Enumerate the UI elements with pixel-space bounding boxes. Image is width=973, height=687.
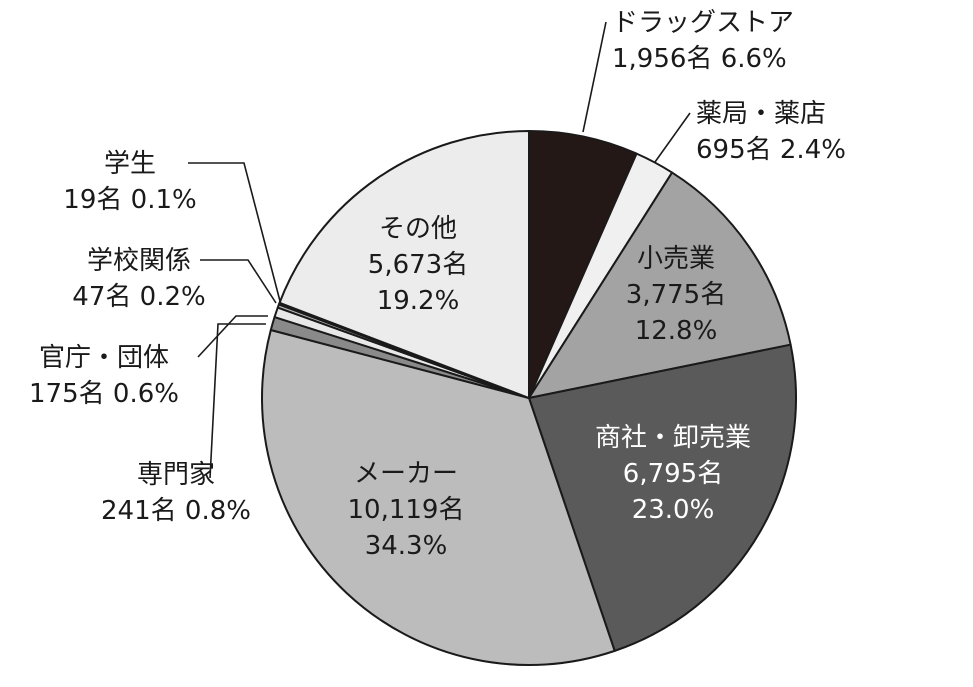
leader-line-drugstore <box>582 21 607 133</box>
label-pharmacy-name: 薬局・薬店 <box>696 99 826 129</box>
slice-drugstore <box>528 130 638 399</box>
label-manufacturer-percent: 34.3% <box>365 531 448 561</box>
label-student-value: 19名 0.1% <box>63 185 196 215</box>
label-other-percent: 19.2% <box>377 286 460 316</box>
label-government-value: 175名 0.6% <box>29 379 179 409</box>
label-trading-wholesale-percent: 23.0% <box>632 495 715 525</box>
label-other-count: 5,673名 <box>368 250 468 280</box>
leader-lines <box>188 21 691 479</box>
label-retail-percent: 12.8% <box>635 316 718 346</box>
slice-other <box>278 130 530 399</box>
label-manufacturer-count: 10,119名 <box>348 495 465 525</box>
slice-trading-wholesale <box>528 343 797 652</box>
pie-slices <box>261 130 797 666</box>
label-school-value: 47名 0.2% <box>72 282 205 312</box>
leader-line-pharmacy <box>654 112 691 163</box>
label-pharmacy-value: 695名 2.4% <box>696 135 846 165</box>
label-government-name: 官庁・団体 <box>39 343 169 373</box>
slice-manufacturer <box>261 328 616 666</box>
label-retail-name: 小売業 <box>637 244 715 274</box>
label-trading-wholesale-count: 6,795名 <box>623 459 723 489</box>
label-specialist-value: 241名 0.8% <box>101 496 251 526</box>
label-student-name: 学生 <box>104 149 156 179</box>
label-trading-wholesale-name: 商社・卸売業 <box>595 423 751 453</box>
slice-labels: ドラッグストア 1,956名 6.6% 薬局・薬店 695名 2.4% 小売業 3,775… <box>29 8 846 561</box>
label-drugstore-value: 1,956名 6.6% <box>612 44 787 74</box>
label-manufacturer-name: メーカー <box>354 459 458 489</box>
label-school-name: 学校関係 <box>87 246 191 276</box>
leader-line-specialist <box>209 323 266 479</box>
label-drugstore-name: ドラッグストア <box>612 8 794 38</box>
label-retail-count: 3,775名 <box>626 280 726 310</box>
label-other-name: その他 <box>379 214 457 244</box>
leader-line-student <box>188 162 282 306</box>
leader-line-government <box>197 315 268 358</box>
leader-line-school <box>200 259 277 304</box>
slice-retail <box>528 171 792 399</box>
label-specialist-name: 専門家 <box>137 460 215 490</box>
